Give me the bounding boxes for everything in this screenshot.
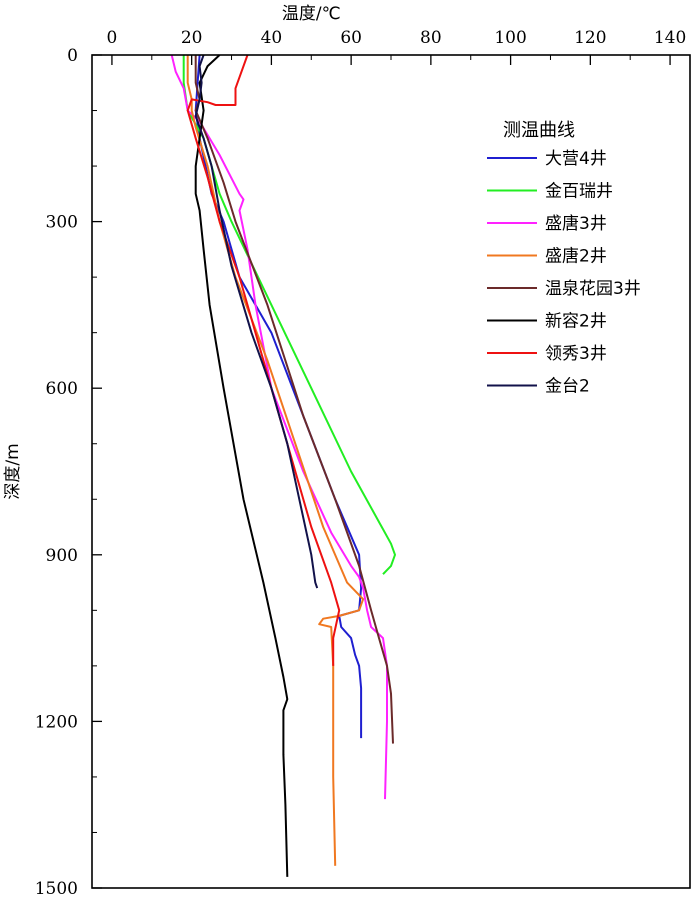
series-line-8 xyxy=(194,54,319,589)
x-tick-label: 0 xyxy=(107,28,118,48)
y-tick-label: 1200 xyxy=(35,712,78,732)
series-line-7 xyxy=(186,54,341,666)
y-tick-label: 600 xyxy=(46,379,78,399)
legend-label: 领秀3井 xyxy=(545,344,607,364)
plot-lines xyxy=(170,54,396,877)
y-axis-ticks: 0 300 600 900 1200 1500 xyxy=(35,46,102,899)
x-tick-label: 40 xyxy=(261,28,283,48)
x-tick-label: 120 xyxy=(574,28,606,48)
series-line-4 xyxy=(186,55,365,866)
x-axis-ticks: 0 20 40 60 80 100 120 140 xyxy=(107,28,686,65)
y-tick-label: 900 xyxy=(46,546,78,566)
x-tick-label: 140 xyxy=(654,28,686,48)
plot-frame xyxy=(91,54,691,889)
legend-label: 金百瑞井 xyxy=(545,182,613,202)
series-line-6 xyxy=(194,54,289,877)
legend-title: 测温曲线 xyxy=(503,120,575,141)
legend-label: 盛唐3井 xyxy=(545,213,607,234)
series-line-2 xyxy=(182,55,396,575)
x-tick-label: 20 xyxy=(181,28,203,48)
y-tick-label: 0 xyxy=(67,46,78,66)
legend-label: 大营4井 xyxy=(545,149,607,169)
y-axis-title: 深度/m xyxy=(3,443,23,499)
legend-label: 金台2 xyxy=(545,377,590,397)
legend-label: 盛唐2井 xyxy=(545,246,607,267)
x-tick-label: 60 xyxy=(340,28,362,48)
x-tick-label: 80 xyxy=(420,28,442,48)
legend-label: 温泉花园3井 xyxy=(545,279,641,299)
x-tick-label: 100 xyxy=(494,28,526,48)
y-tick-label: 300 xyxy=(46,213,78,233)
legend-label: 新容2井 xyxy=(545,312,607,332)
y-tick-label: 1500 xyxy=(35,879,78,899)
x-axis-title: 温度/℃ xyxy=(282,4,341,24)
